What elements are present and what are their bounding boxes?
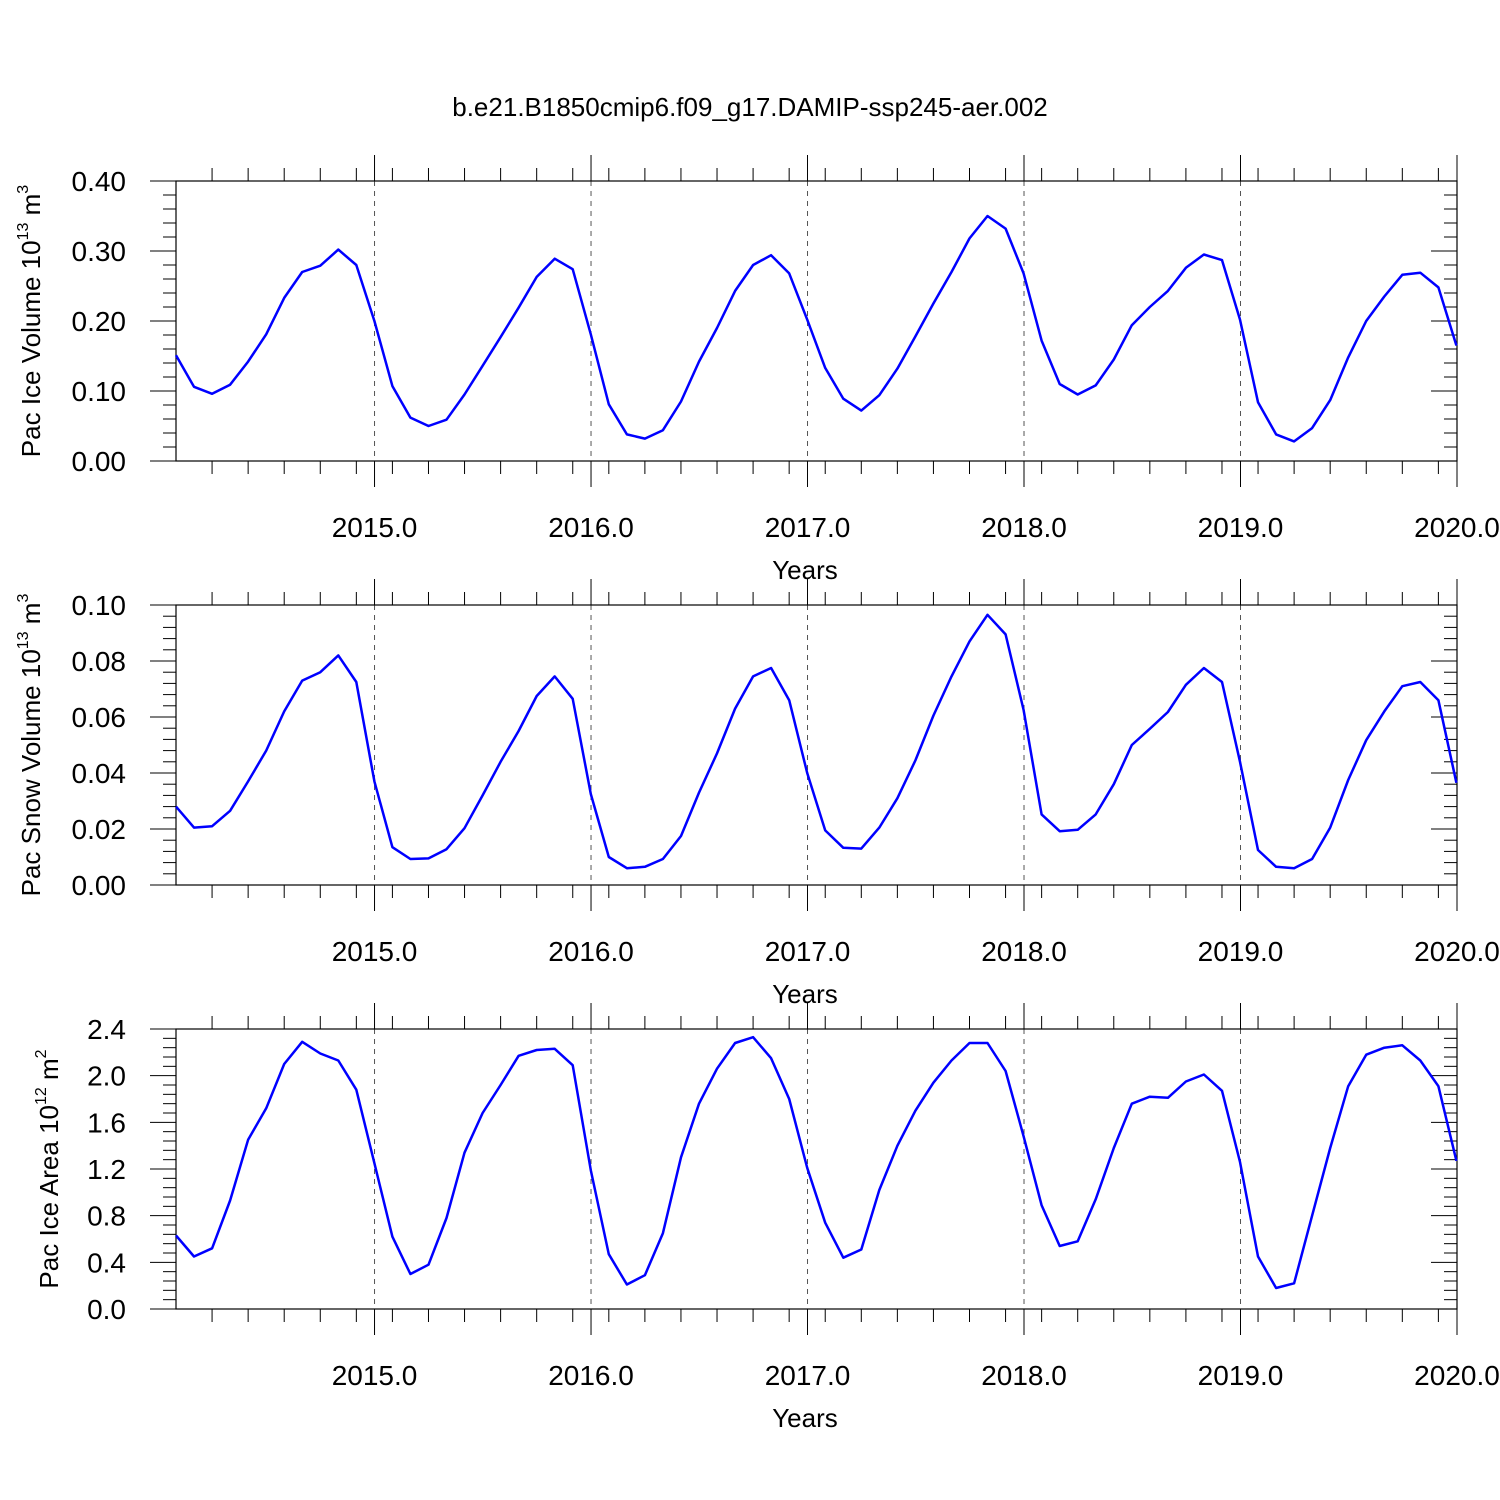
y-axis-title: Pac Snow Volume 1013 m3 <box>15 594 46 897</box>
xtick-label: 2016.0 <box>548 936 634 967</box>
xtick-label: 2016.0 <box>548 512 634 543</box>
main-title: b.e21.B1850cmip6.f09_g17.DAMIP-ssp245-ae… <box>452 92 1048 122</box>
ytick-label: 1.2 <box>87 1154 126 1185</box>
xtick-label: 2019.0 <box>1198 936 1284 967</box>
xtick-label: 2017.0 <box>765 936 851 967</box>
xtick-label: 2019.0 <box>1198 512 1284 543</box>
y-axis-title-part: m <box>34 1058 64 1087</box>
xtick-label: 2015.0 <box>332 1360 418 1391</box>
ytick-label: 2.0 <box>87 1061 126 1092</box>
xtick-label: 2019.0 <box>1198 1360 1284 1391</box>
y-axis-title-superscript: 3 <box>15 594 32 603</box>
xtick-label: 2015.0 <box>332 936 418 967</box>
ytick-label: 1.6 <box>87 1107 126 1138</box>
y-axis-title-part: Pac Ice Volume 10 <box>16 240 46 457</box>
y-axis-title-superscript: 3 <box>15 185 32 194</box>
ytick-label: 0.02 <box>72 814 127 845</box>
ytick-label: 0.8 <box>87 1201 126 1232</box>
xtick-label: 2017.0 <box>765 1360 851 1391</box>
ytick-label: 0.06 <box>72 702 127 733</box>
y-axis-title-superscript: 2 <box>33 1049 50 1058</box>
xtick-label: 2015.0 <box>332 512 418 543</box>
y-axis-title-part: Pac Snow Volume 10 <box>16 649 46 896</box>
ytick-label: 0.04 <box>72 758 127 789</box>
y-axis-title-superscript: 13 <box>15 631 32 649</box>
y-axis-title-part: m <box>16 194 46 223</box>
x-axis-title: Years <box>772 1403 838 1433</box>
xtick-label: 2020.0 <box>1414 512 1500 543</box>
xtick-label: 2017.0 <box>765 512 851 543</box>
ytick-label: 0.10 <box>72 590 127 621</box>
plot-frame <box>175 604 1458 886</box>
plot-frame <box>175 180 1458 462</box>
ytick-label: 0.10 <box>72 376 127 407</box>
xtick-label: 2018.0 <box>981 936 1067 967</box>
y-axis-title-superscript: 12 <box>33 1087 50 1105</box>
xtick-label: 2018.0 <box>981 1360 1067 1391</box>
y-axis-title-superscript: 13 <box>15 222 32 240</box>
y-axis-title-part: Pac Ice Area 10 <box>34 1105 64 1289</box>
y-axis-title: Pac Ice Volume 1013 m3 <box>15 185 46 458</box>
ytick-label: 0.40 <box>72 166 127 197</box>
panel-3: 0.0 0.4 0.8 1.2 1.6 2.0 2.4 2015.0 2016.0 2017.0 2… <box>33 1003 1500 1433</box>
xtick-label: 2018.0 <box>981 512 1067 543</box>
series-line <box>175 1035 1458 1290</box>
x-axis-title: Years <box>772 555 838 585</box>
xtick-label: 2020.0 <box>1414 936 1500 967</box>
x-axis-title: Years <box>772 979 838 1009</box>
ytick-label: 0.00 <box>72 870 127 901</box>
ytick-label: 0.08 <box>72 646 127 677</box>
y-axis-title-part: m <box>16 603 46 632</box>
series-line <box>175 613 1458 870</box>
ytick-label: 0.4 <box>87 1247 126 1278</box>
ytick-label: 0.0 <box>87 1294 126 1325</box>
panel-2: 0.00 0.02 0.04 0.06 0.08 0.10 2015.0 2016.0 2017… <box>15 579 1500 1009</box>
ytick-label: 2.4 <box>87 1014 126 1045</box>
xtick-label: 2016.0 <box>548 1360 634 1391</box>
ytick-label: 0.30 <box>72 236 127 267</box>
ytick-label: 0.20 <box>72 306 127 337</box>
ytick-label: 0.00 <box>72 446 127 477</box>
panel-1: 0.00 0.10 0.20 0.30 0.40 2015.0 2016.0 2017.0 20… <box>15 155 1500 585</box>
series-line <box>174 214 1458 443</box>
y-axis-title: Pac Ice Area 1012 m2 <box>33 1049 64 1288</box>
xtick-label: 2020.0 <box>1414 1360 1500 1391</box>
